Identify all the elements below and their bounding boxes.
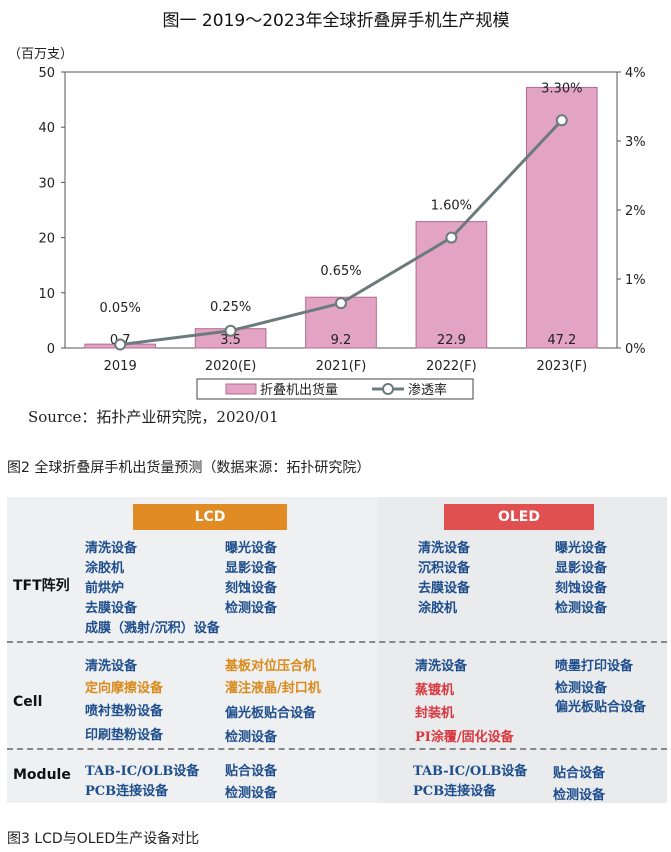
legend-line-label: 渗透率 bbox=[408, 382, 447, 398]
oled-tft-item: 去膜设备 bbox=[418, 581, 471, 596]
y-tick-label: 40 bbox=[38, 121, 55, 136]
oled-header: OLED bbox=[444, 504, 594, 530]
oled-cell-item: PI涂覆/固化设备 bbox=[415, 730, 514, 745]
oled-cell-item: 清洗设备 bbox=[415, 659, 468, 674]
line-value-label: 3.30% bbox=[541, 81, 582, 96]
lcd-cell-item: 偏光板贴合设备 bbox=[225, 706, 317, 721]
lcd-module-item: 贴合设备 bbox=[225, 764, 278, 779]
oled-tft-item: 刻蚀设备 bbox=[555, 581, 608, 596]
legend-bar-label: 折叠机出货量 bbox=[260, 382, 338, 398]
lcd-module-item: TAB-IC/OLB设备 bbox=[85, 764, 200, 779]
y-tick-label: 10 bbox=[38, 287, 55, 302]
lcd-tft-item: 刻蚀设备 bbox=[225, 581, 278, 596]
section-tft: TFT阵列 bbox=[13, 578, 70, 594]
lcd-tft-item: 显影设备 bbox=[225, 561, 278, 576]
oled-tft-item: 沉积设备 bbox=[418, 561, 471, 576]
lcd-tft-item: 成膜（溅射/沉积）设备 bbox=[85, 621, 220, 636]
bar bbox=[415, 221, 488, 349]
y-tick-label: 0 bbox=[47, 342, 55, 357]
x-tick-label: 2019 bbox=[104, 359, 137, 374]
divider bbox=[7, 641, 667, 643]
legend-box bbox=[196, 378, 474, 400]
oled-module-item: TAB-IC/OLB设备 bbox=[413, 764, 528, 779]
line-value-label: 0.25% bbox=[210, 300, 251, 315]
y-tick-label: 30 bbox=[38, 176, 55, 191]
oled-module-item: 检测设备 bbox=[553, 788, 606, 803]
oled-tft-item: 涂胶机 bbox=[418, 601, 458, 616]
x-tick-label: 2023(F) bbox=[536, 359, 587, 374]
x-tick-label: 2020(E) bbox=[205, 359, 256, 374]
line-point bbox=[114, 338, 127, 351]
lcd-header: LCD bbox=[133, 504, 287, 530]
line-point bbox=[335, 297, 347, 310]
equipment-comparison-table: LCD OLED TFT阵列 Cell Module 清洗设备 曝光设备 涂胶机… bbox=[7, 497, 667, 803]
lcd-cell-item: 印刷垫粉设备 bbox=[85, 728, 164, 743]
section-cell: Cell bbox=[13, 694, 43, 710]
legend: 折叠机出货量 渗透率 bbox=[196, 378, 474, 400]
y2-tick-label: 1% bbox=[625, 273, 646, 288]
legend-line-marker bbox=[382, 383, 394, 395]
line-point bbox=[555, 114, 568, 127]
oled-cell-item: 偏光板贴合设备 bbox=[555, 700, 647, 715]
oled-cell-item: 蒸镀机 bbox=[415, 683, 455, 698]
lcd-cell-item: 清洗设备 bbox=[85, 659, 138, 674]
y2-tick-label: 2% bbox=[625, 204, 646, 219]
bar-value-label: 22.9 bbox=[437, 333, 466, 348]
chart-title: 图一 2019～2023年全球折叠屏手机生产规模 bbox=[163, 11, 510, 31]
figure-3-caption: 图3 LCD与OLED生产设备对比 bbox=[7, 831, 200, 847]
oled-module-item: PCB连接设备 bbox=[413, 784, 497, 799]
line-point bbox=[224, 324, 237, 337]
oled-cell-item: 检测设备 bbox=[555, 681, 608, 696]
oled-column bbox=[377, 497, 667, 803]
bar-value-label: 3.5 bbox=[220, 333, 241, 348]
figure-2-caption: 图2 全球折叠屏手机出货量预测（数据来源：拓扑研究院） bbox=[7, 460, 371, 476]
y-axis-label: （百万支） bbox=[8, 47, 73, 62]
line-value-label: 0.65% bbox=[320, 264, 361, 279]
lcd-module-item: 检测设备 bbox=[225, 786, 278, 801]
lcd-column bbox=[7, 497, 377, 803]
bar bbox=[525, 86, 598, 349]
lcd-tft-item: 涂胶机 bbox=[85, 561, 125, 576]
lcd-tft-item: 曝光设备 bbox=[225, 541, 278, 556]
lcd-tft-item: 去膜设备 bbox=[85, 601, 138, 616]
chart-source: Source：拓扑产业研究院，2020/01 bbox=[28, 408, 279, 426]
shipment-chart: 图一 2019～2023年全球折叠屏手机生产规模 （百万支） 0 10 20 30 40… bbox=[8, 11, 646, 426]
oled-cell-item: 封装机 bbox=[415, 706, 455, 721]
oled-module-item: 贴合设备 bbox=[553, 766, 606, 781]
x-tick-label: 2022(F) bbox=[426, 359, 477, 374]
section-module: Module bbox=[13, 767, 71, 783]
lcd-module-item: PCB连接设备 bbox=[85, 784, 169, 799]
oled-tft-item: 曝光设备 bbox=[555, 541, 608, 556]
lcd-tft-item: 检测设备 bbox=[225, 601, 278, 616]
line-point bbox=[445, 231, 458, 244]
oled-tft-item: 检测设备 bbox=[555, 601, 608, 616]
plot-area: 010203040500%1%2%3%4%0.720193.52020(E)9.… bbox=[38, 66, 645, 374]
line-value-label: 0.05% bbox=[100, 301, 141, 316]
divider bbox=[7, 748, 667, 750]
lcd-cell-item: 灌注液晶/封口机 bbox=[225, 681, 321, 696]
oled-tft-item: 清洗设备 bbox=[418, 541, 471, 556]
lcd-tft-item: 前烘炉 bbox=[85, 581, 125, 596]
lcd-cell-item: 喷衬垫粉设备 bbox=[85, 704, 164, 719]
bar-value-label: 9.2 bbox=[331, 333, 352, 348]
y-tick-label: 20 bbox=[38, 232, 55, 247]
lcd-cell-item: 定向摩擦设备 bbox=[85, 681, 164, 696]
oled-tft-item: 显影设备 bbox=[555, 561, 608, 576]
y2-tick-label: 4% bbox=[625, 66, 646, 81]
lcd-cell-item: 基板对位压合机 bbox=[225, 659, 317, 674]
bar-value-label: 47.2 bbox=[547, 333, 576, 348]
y2-tick-label: 3% bbox=[625, 135, 646, 150]
y-tick-label: 50 bbox=[38, 66, 55, 81]
x-tick-label: 2021(F) bbox=[316, 359, 367, 374]
oled-cell-item: 喷墨打印设备 bbox=[555, 659, 634, 674]
lcd-tft-item: 清洗设备 bbox=[85, 541, 138, 556]
y2-tick-label: 0% bbox=[625, 342, 646, 357]
legend-bar-swatch bbox=[225, 383, 257, 395]
line-value-label: 1.60% bbox=[431, 199, 472, 214]
lcd-cell-item: 检测设备 bbox=[225, 730, 278, 745]
